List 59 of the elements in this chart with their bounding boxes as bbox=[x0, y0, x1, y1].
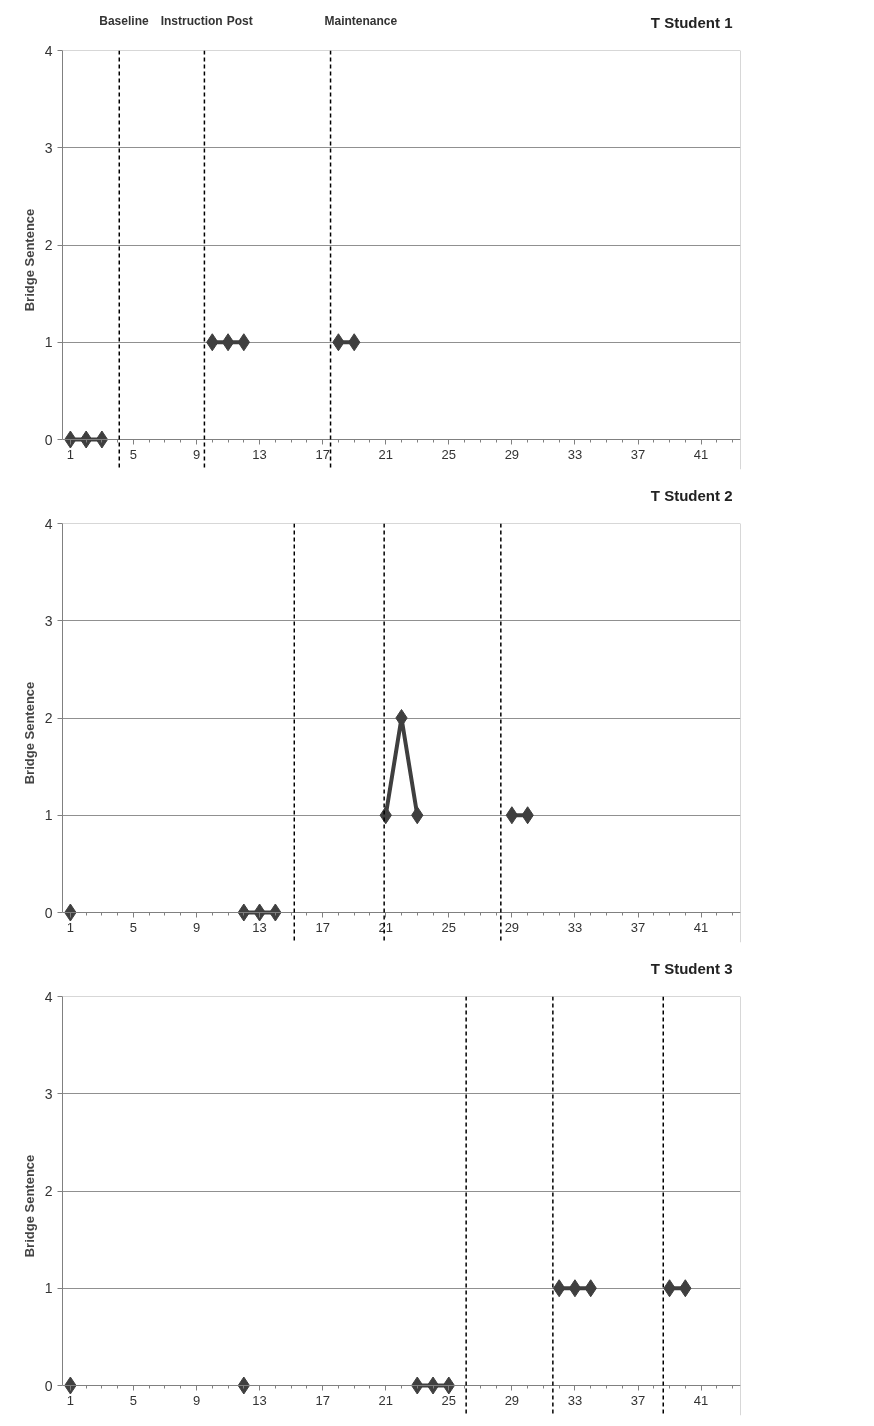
x-tick-label: 29 bbox=[504, 1392, 520, 1408]
y-tick-label: 4 bbox=[44, 988, 53, 1005]
x-tick-label: 33 bbox=[567, 1392, 583, 1408]
x-tick-label: 37 bbox=[630, 446, 646, 462]
y-tick-label: 2 bbox=[44, 1183, 53, 1199]
x-tick-label: 21 bbox=[378, 1392, 393, 1408]
chart-title: T Student 3 bbox=[650, 960, 733, 977]
y-tick-label: 3 bbox=[44, 612, 53, 629]
x-tick-label: 41 bbox=[693, 446, 709, 462]
y-axis-title: Bridge Sentence bbox=[21, 208, 37, 312]
x-tick-label: 9 bbox=[192, 1392, 201, 1408]
x-tick-label: 5 bbox=[129, 919, 138, 935]
y-tick-label: 0 bbox=[44, 904, 53, 921]
text: Maintenance bbox=[324, 13, 398, 28]
x-tick-label: 37 bbox=[630, 919, 646, 935]
y-tick-label: 2 bbox=[44, 237, 53, 253]
x-tick-label: 9 bbox=[192, 919, 201, 935]
x-tick-label: 41 bbox=[693, 919, 709, 935]
x-tick-label: 25 bbox=[441, 446, 457, 462]
y-tick-label: 1 bbox=[44, 1280, 53, 1297]
x-tick-label: 13 bbox=[252, 1392, 267, 1408]
x-tick-label: 37 bbox=[630, 1392, 646, 1408]
y-tick-label: 0 bbox=[44, 431, 53, 448]
x-tick-label: 17 bbox=[315, 919, 330, 935]
x-tick-label: 5 bbox=[129, 446, 138, 462]
y-tick-label: 3 bbox=[44, 139, 53, 156]
x-tick-label: 33 bbox=[567, 919, 583, 935]
x-tick-label: 29 bbox=[504, 446, 520, 462]
x-tick-label: 21 bbox=[378, 446, 393, 462]
y-axis-title: Bridge Sentence bbox=[21, 1154, 37, 1258]
x-tick-label: 21 bbox=[378, 919, 393, 935]
x-tick-label: 9 bbox=[192, 446, 201, 462]
y-tick-label: 4 bbox=[44, 515, 53, 532]
x-tick-label: 1 bbox=[66, 446, 74, 462]
text: Baseline bbox=[99, 13, 149, 28]
text: Instruction bbox=[160, 13, 223, 28]
x-tick-label: 17 bbox=[315, 1392, 330, 1408]
point bbox=[505, 806, 519, 825]
x-tick-label: 41 bbox=[693, 1392, 709, 1408]
y-tick-label: 2 bbox=[44, 710, 53, 726]
x-tick-label: 13 bbox=[252, 446, 267, 462]
x-tick-label: 1 bbox=[66, 1392, 74, 1408]
y-tick-label: 0 bbox=[44, 1377, 53, 1394]
y-axis-title: Bridge Sentence bbox=[21, 681, 37, 785]
x-tick-label: 1 bbox=[66, 919, 74, 935]
x-tick-label: 13 bbox=[252, 919, 267, 935]
y-tick-label: 4 bbox=[44, 42, 53, 59]
y-tick-label: 1 bbox=[44, 334, 53, 351]
text: Post bbox=[226, 13, 253, 28]
x-tick-label: 25 bbox=[441, 1392, 457, 1408]
y-tick-label: 3 bbox=[44, 1085, 53, 1102]
x-tick-label: 5 bbox=[129, 1392, 138, 1408]
y-tick-label: 1 bbox=[44, 807, 53, 824]
x-tick-label: 17 bbox=[315, 446, 330, 462]
x-tick-label: 29 bbox=[504, 919, 520, 935]
x-tick-label: 25 bbox=[441, 919, 457, 935]
x-tick-label: 33 bbox=[567, 446, 583, 462]
chart-title: T Student 2 bbox=[650, 487, 733, 504]
chart-title: T Student 1 bbox=[650, 14, 733, 31]
